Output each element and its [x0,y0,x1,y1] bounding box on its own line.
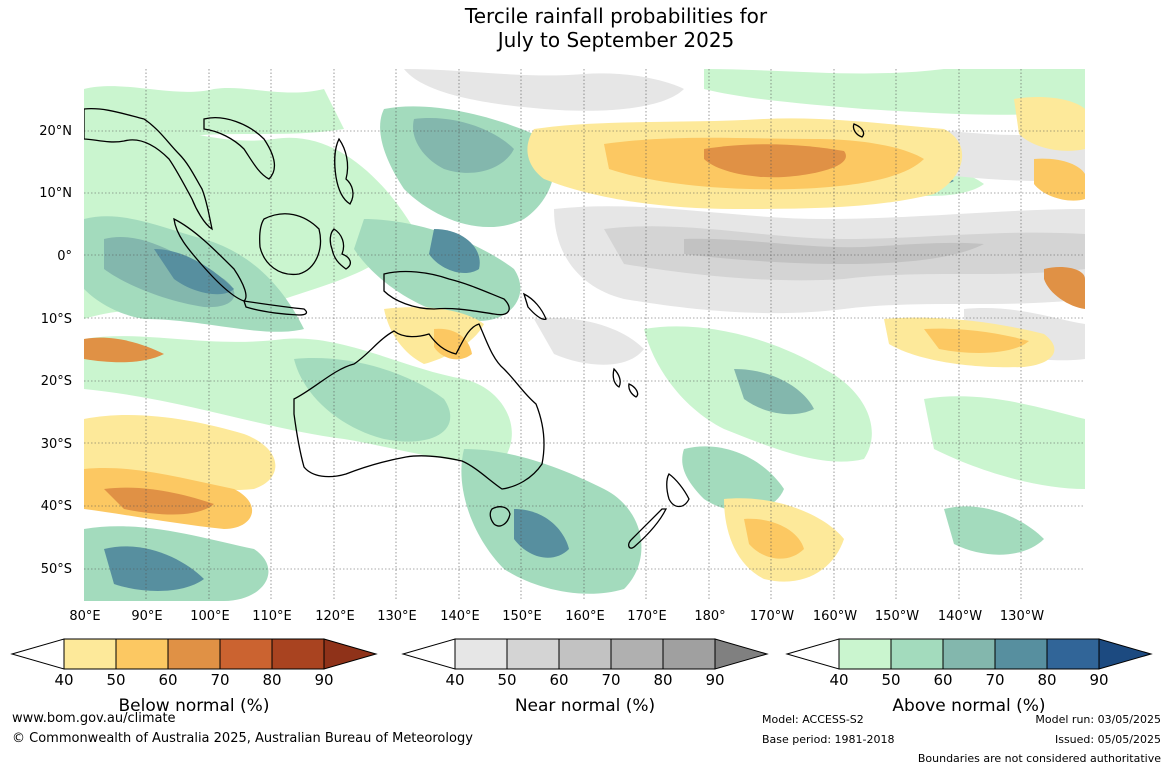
map-gridlines [84,69,1085,601]
title-line-2: July to September 2025 [497,28,735,52]
above-tick-50: 50 [881,671,901,689]
below-colorbar-bin [63,638,117,670]
near-colorbar-bin [662,638,716,670]
near-tick-70: 70 [601,671,621,689]
lat-label-0: 0° [57,249,72,264]
model-text: Model: ACCESS-S2 [762,713,864,726]
near-tick-50: 50 [497,671,517,689]
above-colorbar-bin [942,638,996,670]
above-colorbar-bin [890,638,944,670]
above-tick-70: 70 [985,671,1005,689]
lon-label-80e: 80°E [69,609,101,624]
below-tick-90: 90 [314,671,334,689]
below-tick-70: 70 [210,671,230,689]
lon-label-130e: 130°E [377,609,417,624]
below-colorbar-bin [167,638,221,670]
new-guinea-coastline [383,270,510,316]
australia-coastline [293,323,545,490]
base-period-text: Base period: 1981-2018 [762,733,895,746]
probability-map [84,69,1085,601]
issued-text: Issued: 05/05/2025 [1054,733,1161,746]
below-normal-label: Below normal (%) [118,696,270,716]
model-run-text: Model run: 03/05/2025 [1035,713,1161,726]
lon-label-130w: 130°W [999,609,1045,624]
lon-label-150w: 150°W [874,609,920,624]
lon-label-140w: 140°W [937,609,983,624]
lon-label-170w: 170°W [749,609,795,624]
lon-label-140e: 140°E [440,609,480,624]
near-tick-40: 40 [445,671,465,689]
near-colorbar-low-arrow [401,638,456,670]
below-colorbar-bin [115,638,169,670]
lat-label-20s: 20°S [40,374,72,389]
above-normal-colorbar [785,638,1153,670]
above-colorbar-bin [994,638,1048,670]
lon-label-90e: 90°E [131,609,163,624]
near-colorbar-bin [558,638,612,670]
near-colorbar-bin [610,638,664,670]
above-tick-90: 90 [1089,671,1109,689]
near-normal-colorbar [401,638,769,670]
borneo-coastline [258,213,322,276]
below-tick-80: 80 [262,671,282,689]
lon-label-100e: 100°E [190,609,230,624]
below-normal-colorbar [10,638,378,670]
lon-label-160w: 160°W [812,609,858,624]
lon-label-180: 180° [694,609,726,624]
near-tick-90: 90 [705,671,725,689]
lon-label-150e: 150°E [502,609,542,624]
above-colorbar-bin [1046,638,1100,670]
above-colorbar-bin [838,638,892,670]
below-colorbar-low-arrow [10,638,65,670]
disclaimer-text: Boundaries are not considered authoritat… [917,752,1161,765]
near-normal-label: Near normal (%) [514,696,656,716]
coastlines [84,108,865,549]
title-line-1: Tercile rainfall probabilities for [464,4,768,28]
above-tick-40: 40 [829,671,849,689]
near-tick-80: 80 [653,671,673,689]
near-colorbar-bin [506,638,560,670]
below-colorbar-bin [271,638,325,670]
near-colorbar-high-arrow [714,638,769,670]
lat-label-40s: 40°S [40,499,72,514]
below-tick-40: 40 [54,671,74,689]
new-zealand-coastline [628,473,690,549]
se-asia-coastline [84,108,276,231]
lon-label-160e: 160°E [565,609,605,624]
lat-label-50s: 50°S [40,562,72,577]
above-normal-label: Above normal (%) [892,696,1046,716]
below-colorbar-high-arrow [323,638,378,670]
lat-label-10s: 10°S [40,312,72,327]
below-normal-regions [84,97,1085,582]
near-colorbar-bin [454,638,508,670]
above-colorbar-high-arrow [1098,638,1153,670]
below-tick-50: 50 [106,671,126,689]
below-colorbar-bin [219,638,273,670]
java-coastline [243,300,308,316]
above-normal-regions [84,69,1085,601]
lon-label-110e: 110°E [252,609,292,624]
sulawesi-coastline [329,228,352,270]
lat-label-20n: 20°N [39,124,72,139]
copyright-text: © Commonwealth of Australia 2025, Austra… [12,731,473,746]
lat-label-30s: 30°S [40,437,72,452]
map-title: Tercile rainfall probabilities for July … [0,4,1173,52]
lat-label-10n: 10°N [39,186,72,201]
tasmania-coastline [489,506,511,527]
above-colorbar-low-arrow [785,638,840,670]
lon-label-120e: 120°E [315,609,355,624]
philippines-coastline [334,137,354,205]
below-tick-60: 60 [158,671,178,689]
website-text: www.bom.gov.au/climate [12,711,176,726]
above-tick-80: 80 [1037,671,1057,689]
near-tick-60: 60 [549,671,569,689]
above-tick-60: 60 [933,671,953,689]
lon-label-170e: 170°E [627,609,667,624]
